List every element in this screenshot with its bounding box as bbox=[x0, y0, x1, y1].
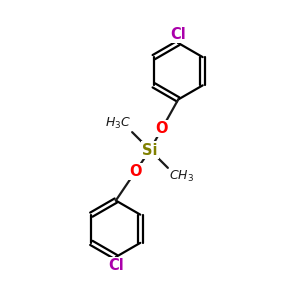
Text: Si: Si bbox=[142, 142, 158, 158]
Text: $H_3C$: $H_3C$ bbox=[105, 116, 130, 130]
Text: Cl: Cl bbox=[170, 27, 186, 42]
Text: Cl: Cl bbox=[108, 258, 124, 273]
Text: O: O bbox=[129, 164, 142, 179]
Text: O: O bbox=[156, 121, 168, 136]
Text: $CH_3$: $CH_3$ bbox=[169, 169, 194, 184]
